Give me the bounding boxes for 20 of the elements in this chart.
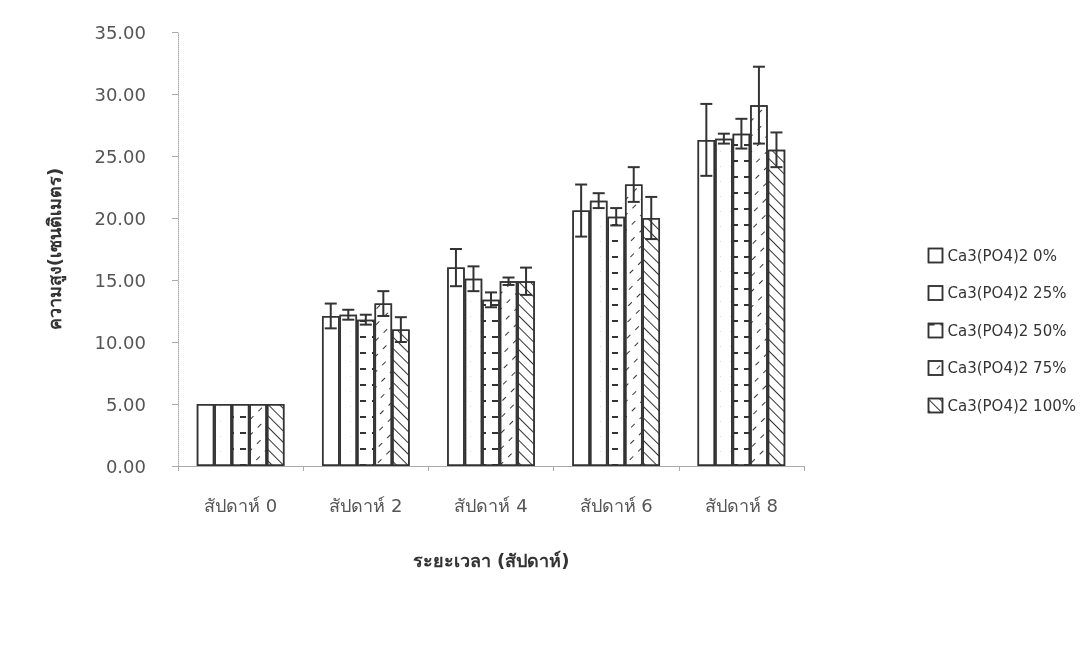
x-tick-label: สัปดาห์ 0 xyxy=(204,494,278,516)
legend-label: Ca3(PO4)2 100% xyxy=(947,396,1077,415)
x-tick-label: สัปดาห์ 8 xyxy=(704,494,778,516)
y-tick-label: 0.00 xyxy=(105,455,146,477)
y-axis-title: ความสูง(เซนติเมตร) xyxy=(43,167,67,331)
x-tick-label: สัปดาห์ 4 xyxy=(454,494,528,516)
legend-label: Ca3(PO4)2 25% xyxy=(947,284,1067,302)
x-tick-label: สัปดาห์ 2 xyxy=(329,494,403,516)
y-tick-label: 20.00 xyxy=(94,207,146,229)
y-tick-label: 25.00 xyxy=(94,145,146,167)
y-tick-label: 10.00 xyxy=(94,331,146,353)
legend-label: Ca3(PO4)2 0% xyxy=(947,246,1057,265)
legend-label: Ca3(PO4)2 50% xyxy=(947,321,1067,340)
y-tick-label: 35.00 xyxy=(94,21,146,43)
x-tick-label: สัปดาห์ 6 xyxy=(579,494,653,516)
y-tick-label: 15.00 xyxy=(94,269,146,291)
y-tick-label: 30.00 xyxy=(94,83,146,105)
legend-label: Ca3(PO4)2 75% xyxy=(947,359,1067,377)
y-tick-label: 5.00 xyxy=(105,393,146,415)
x-axis-title: ระยะเวลา (สัปดาห์) xyxy=(412,549,570,571)
